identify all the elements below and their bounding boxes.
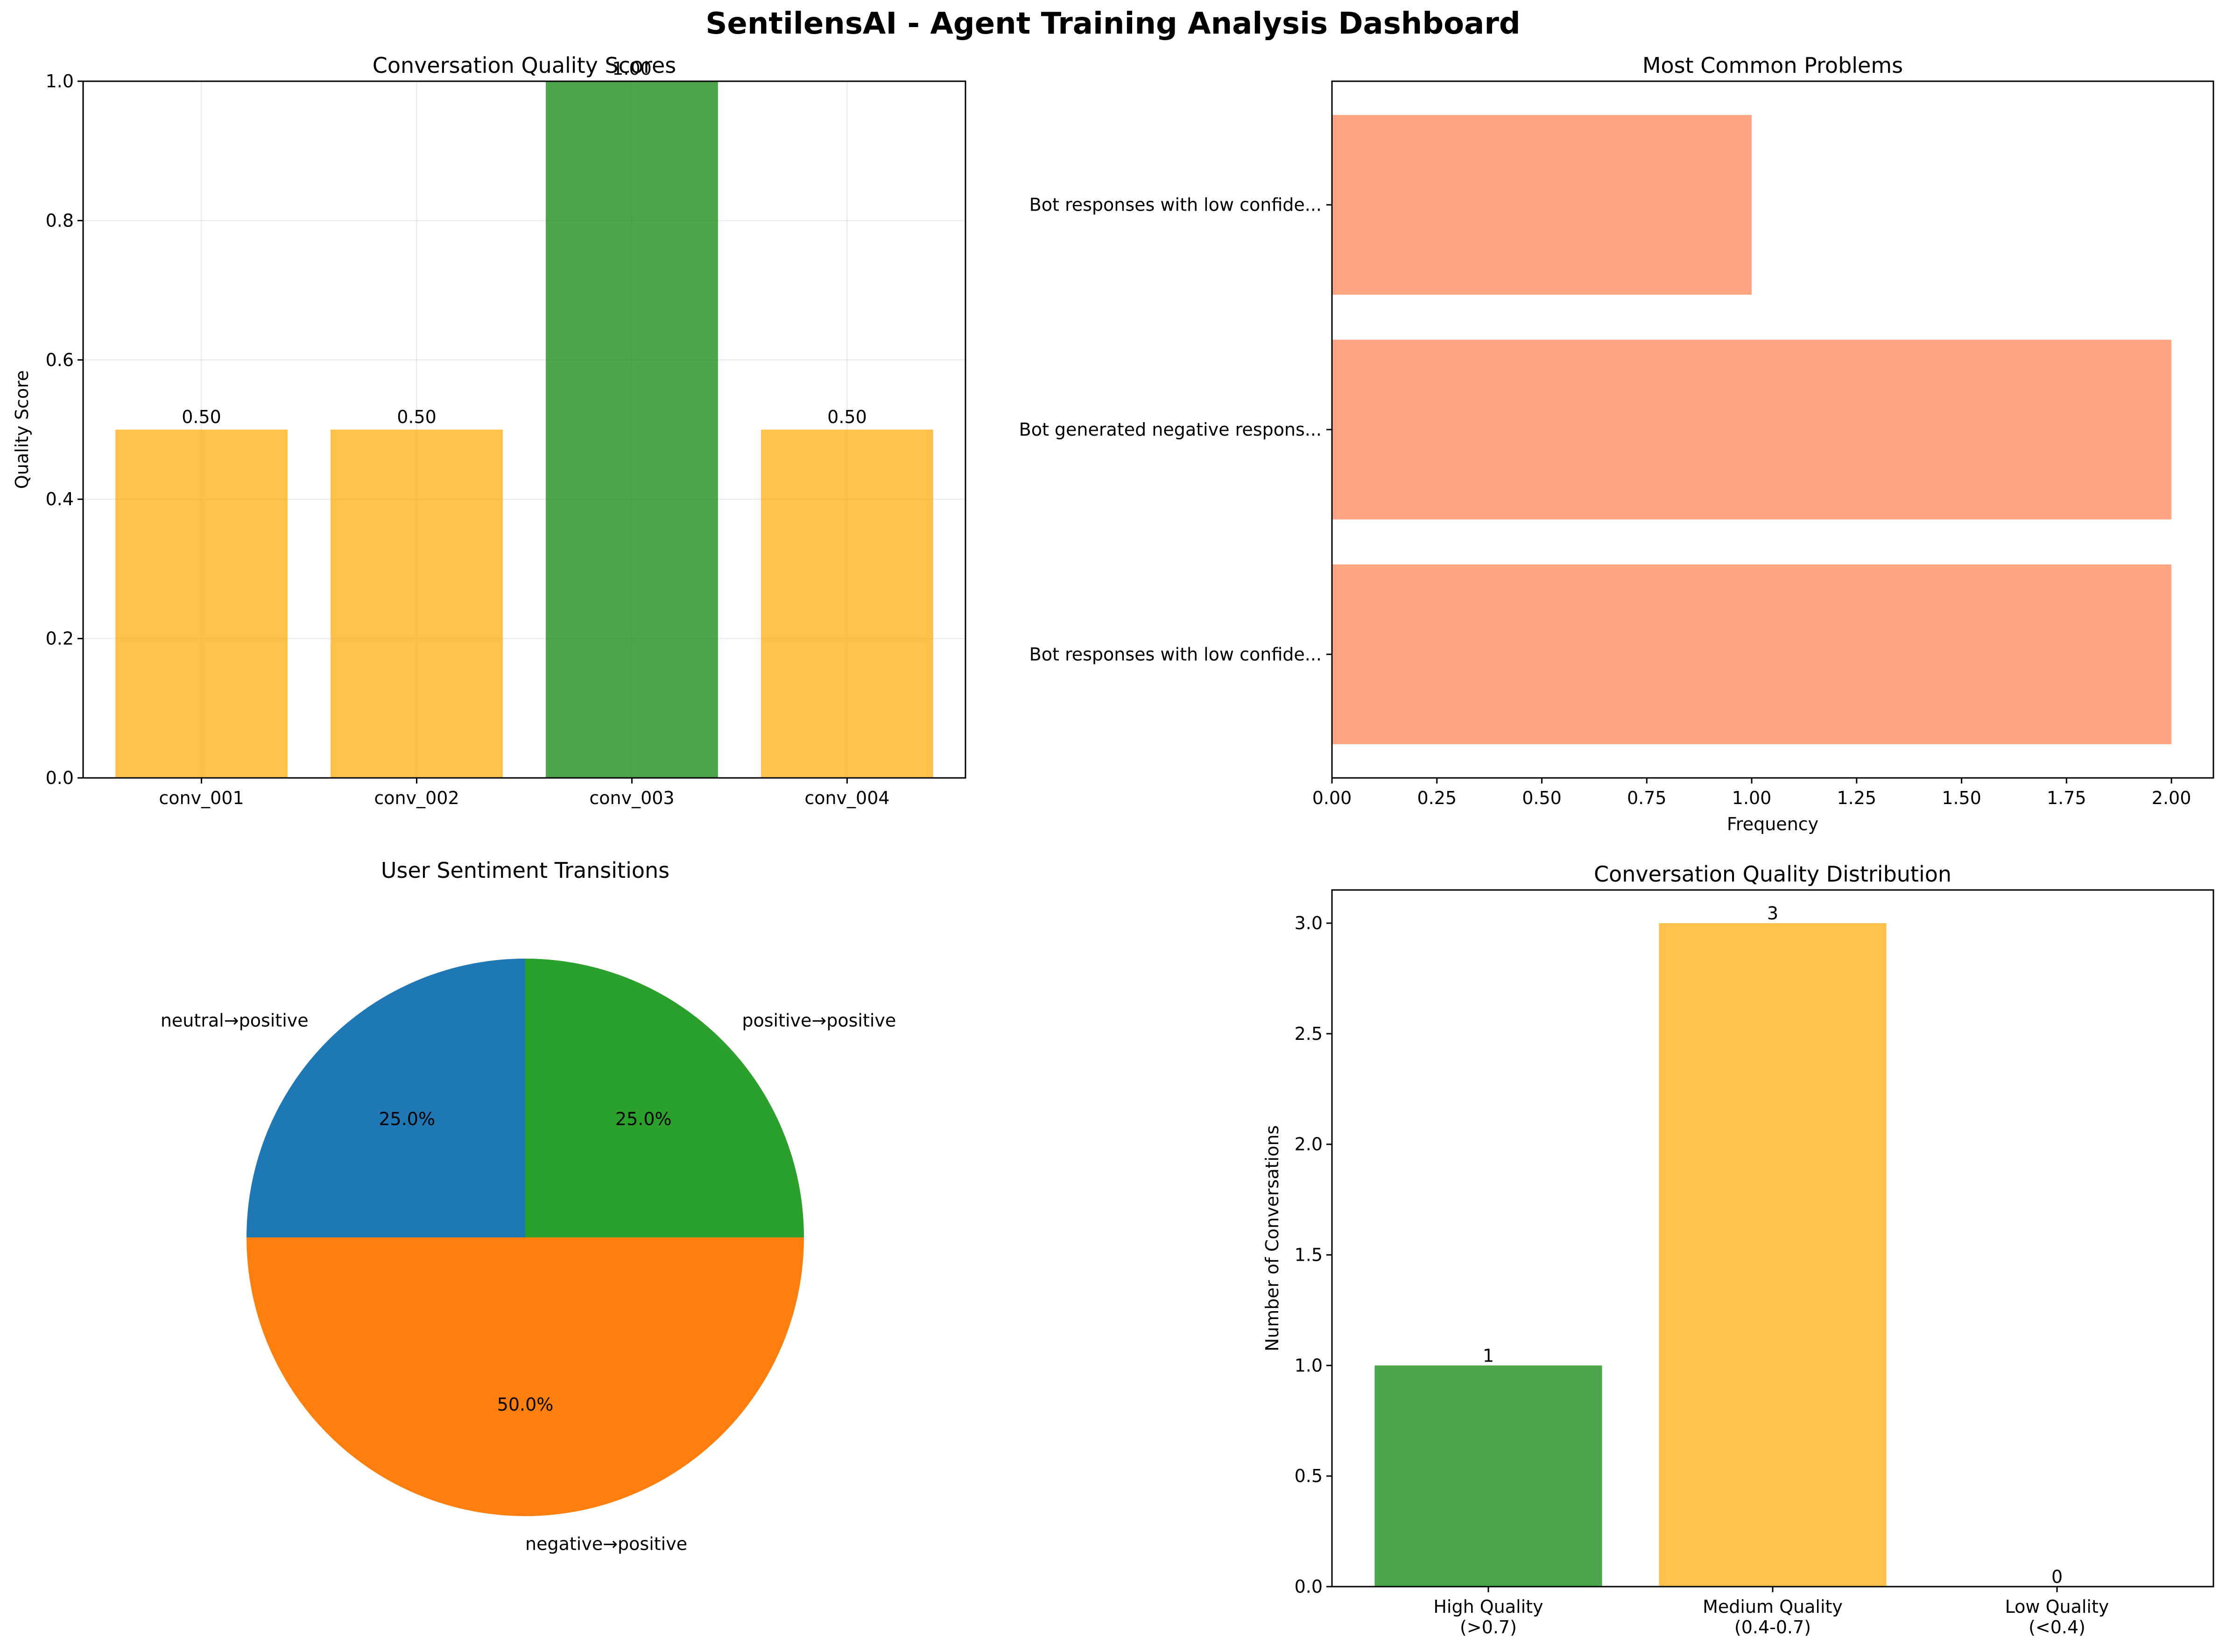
y-axis-label: Quality Score xyxy=(12,370,32,489)
pct-label: 25.0% xyxy=(615,1109,672,1130)
y-tick-label: 0.0 xyxy=(46,768,74,788)
chart-title: Conversation Quality Distribution xyxy=(1594,861,1951,887)
pie-slice xyxy=(525,959,804,1237)
figure-title: SentilensAI - Agent Training Analysis Da… xyxy=(705,7,1520,41)
y-tick-label: 0.4 xyxy=(46,489,74,509)
x-tick-label: Low Quality (<0.4) xyxy=(2005,1596,2109,1638)
x-tick-label: conv_003 xyxy=(589,788,674,808)
bar xyxy=(761,430,933,778)
sentiment-transitions-chart: 25.0% neutral→positive 50.0% negative→posit… xyxy=(161,858,896,1554)
bar xyxy=(115,430,288,778)
x-tick-label: 0.50 xyxy=(1522,788,1562,808)
data-label: 0.50 xyxy=(182,407,221,427)
x-tick-label: conv_004 xyxy=(804,788,889,808)
plot-frame xyxy=(82,80,966,779)
x-tick-label: 2.00 xyxy=(2152,788,2191,808)
bar xyxy=(1659,923,1887,1587)
data-label: 0 xyxy=(2051,1567,2063,1587)
data-label: 3 xyxy=(1767,903,1778,924)
bar xyxy=(1332,115,1752,295)
pct-label: 50.0% xyxy=(497,1394,554,1415)
bar xyxy=(1374,1365,1602,1587)
y-tick-label: Bot responses with low confide... xyxy=(1029,644,1322,664)
x-tick-label: conv_002 xyxy=(374,788,459,808)
x-tick-label: 1.75 xyxy=(2047,788,2086,808)
y-tick-label: 2.5 xyxy=(1295,1024,1323,1044)
y-tick-label: 0.8 xyxy=(46,210,74,231)
y-tick-label: 0.6 xyxy=(46,350,74,370)
slice-label: negative→positive xyxy=(525,1534,687,1554)
x-tick-label: conv_001 xyxy=(159,788,244,808)
y-axis-label: Number of Conversations xyxy=(1262,1125,1282,1351)
slice-label: positive→positive xyxy=(742,1010,896,1031)
chart-title: User Sentiment Transitions xyxy=(381,858,669,883)
chart-title: Most Common Problems xyxy=(1642,53,1903,78)
x-tick-label-line: (<0.4) xyxy=(2029,1617,2085,1638)
x-tick-label: 1.50 xyxy=(1942,788,1981,808)
x-tick-label: 0.25 xyxy=(1417,788,1457,808)
bar xyxy=(546,81,718,778)
bar xyxy=(331,430,503,778)
y-tick-label: 1.5 xyxy=(1295,1245,1323,1265)
x-tick-label: 1.00 xyxy=(1732,788,1772,808)
y-tick-label: Bot generated negative respons... xyxy=(1019,419,1322,440)
x-tick-label-line: (0.4-0.7) xyxy=(1734,1617,1811,1638)
bar xyxy=(1332,564,2172,744)
x-tick-label: 0.75 xyxy=(1627,788,1667,808)
pie-slice xyxy=(247,959,525,1237)
y-tick-label: 0.0 xyxy=(1295,1576,1323,1597)
data-label: 0.50 xyxy=(397,407,437,427)
y-tick-label: 1.0 xyxy=(1295,1355,1323,1376)
x-tick-label: High Quality (>0.7) xyxy=(1433,1596,1543,1638)
quality-distribution-chart: 1 3 0 0.0 0.5 1.0 1.5 2.0 2.5 3.0 High Quality (>0.… xyxy=(1262,861,2214,1638)
y-tick-label: 3.0 xyxy=(1295,913,1323,933)
y-tick-label: 0.2 xyxy=(46,628,74,649)
x-tick-label-line: (>0.7) xyxy=(1460,1617,1517,1638)
x-tick-label-line: Medium Quality xyxy=(1703,1596,1843,1617)
bar xyxy=(1332,339,2172,520)
x-tick-label-line: Low Quality xyxy=(2005,1596,2109,1617)
x-tick-label: Medium Quality (0.4-0.7) xyxy=(1703,1596,1843,1638)
data-label: 1 xyxy=(1483,1345,1494,1366)
y-tick-label: 2.0 xyxy=(1295,1134,1323,1155)
pct-label: 25.0% xyxy=(379,1109,435,1130)
x-tick-label: 1.25 xyxy=(1837,788,1877,808)
pie-slice xyxy=(247,1237,804,1516)
common-problems-chart: 0.00 0.25 0.50 0.75 1.00 1.25 1.50 1.75 2.00 Bot … xyxy=(1019,53,2214,834)
y-tick-label: 0.5 xyxy=(1295,1466,1323,1486)
chart-title: Conversation Quality Scores xyxy=(373,53,676,78)
y-tick-label: 1.0 xyxy=(46,71,74,92)
data-label: 1.00 xyxy=(612,58,652,79)
y-tick-label: Bot responses with low confide... xyxy=(1029,195,1322,215)
slice-label: neutral→positive xyxy=(161,1010,309,1031)
data-label: 0.50 xyxy=(827,407,867,427)
x-axis-label: Frequency xyxy=(1727,814,1818,834)
x-tick-label-line: High Quality xyxy=(1433,1596,1543,1617)
quality-scores-chart: 0.50 0.50 1.00 0.50 0.0 0.2 0.4 0.6 0.8 1.0 conv_0… xyxy=(12,53,966,808)
x-tick-label: 0.00 xyxy=(1312,788,1352,808)
